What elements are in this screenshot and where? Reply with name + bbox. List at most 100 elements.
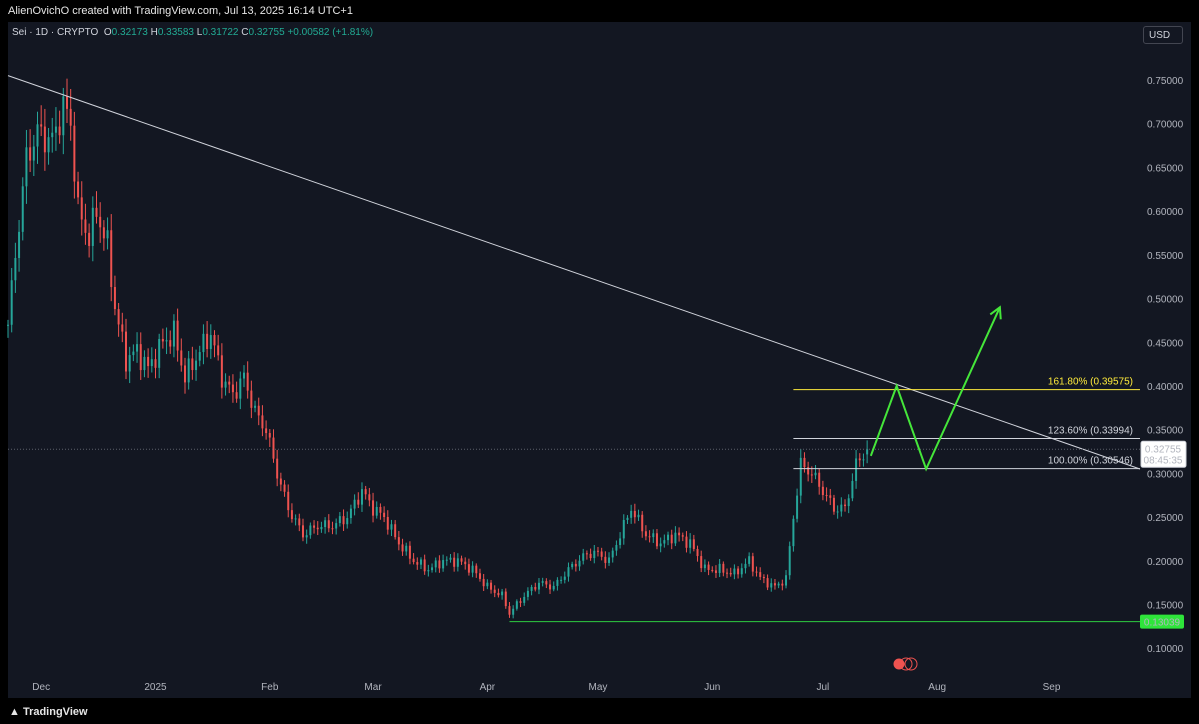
legend-open: 0.32173 — [111, 27, 148, 38]
support-price-label: 0.13039 — [1144, 618, 1181, 629]
candle-body — [32, 146, 35, 161]
fib-level-label: 100.00% (0.30546) — [1048, 456, 1133, 467]
candle-body — [268, 433, 271, 438]
candle-body — [257, 405, 260, 416]
candle-body — [342, 516, 345, 525]
candle-body — [349, 508, 352, 519]
candle-body — [740, 568, 743, 575]
x-tick-label: Dec — [32, 682, 50, 693]
candle-body — [600, 551, 603, 557]
price-scale[interactable] — [1140, 22, 1191, 698]
economic-events-icon — [892, 657, 906, 671]
candle-body — [265, 428, 268, 434]
candle-body — [596, 550, 599, 552]
candle-body — [158, 338, 161, 368]
candle-body — [276, 458, 279, 479]
legend-low-key: L — [196, 27, 203, 38]
candle-body — [663, 540, 666, 544]
candle-body — [792, 518, 795, 547]
candle-body — [298, 518, 301, 526]
candle-body — [220, 355, 223, 388]
footer-brand: ▲ TradingView — [9, 706, 88, 718]
legend-low: 0.31722 — [202, 27, 239, 38]
candle-body — [10, 280, 13, 325]
candle-body — [836, 511, 839, 513]
candle-body — [124, 331, 127, 372]
candle-body — [560, 579, 563, 581]
candle-body — [183, 365, 186, 383]
candle-body — [419, 559, 422, 565]
candle-body — [383, 512, 386, 518]
candle-body — [759, 572, 762, 577]
candle-body — [703, 564, 706, 569]
candle-body — [482, 578, 485, 587]
y-tick-label: 0.25000 — [1147, 513, 1184, 524]
candle-body — [464, 561, 467, 565]
candle-body — [471, 565, 474, 573]
candle-body — [526, 590, 529, 597]
candle-body — [128, 355, 131, 372]
candle-body — [858, 458, 861, 461]
candle-body — [394, 524, 397, 538]
candle-body — [99, 216, 102, 228]
candle-body — [313, 525, 316, 528]
candle-body — [563, 576, 566, 580]
fib-level-label: 161.80% (0.39575) — [1048, 377, 1133, 388]
candle-body — [829, 495, 832, 498]
candle-body — [7, 324, 9, 326]
currency-button[interactable]: USD — [1143, 26, 1183, 44]
footer-brand-text: TradingView — [22, 706, 88, 718]
legend-close: 0.32755 — [248, 27, 285, 38]
y-tick-label: 0.10000 — [1147, 644, 1184, 655]
candle-body — [102, 227, 105, 239]
candle-body — [261, 415, 264, 429]
candle-body — [29, 147, 32, 161]
economic-events-icon — [899, 657, 913, 671]
candle-body — [608, 557, 611, 563]
candle-body — [113, 287, 116, 310]
candle-body — [493, 589, 496, 593]
candle-body — [678, 532, 681, 536]
candle-body — [294, 518, 297, 520]
candle-body — [36, 124, 39, 147]
candle-body — [515, 601, 518, 609]
candle-body — [198, 352, 201, 361]
candle-body — [408, 545, 411, 559]
candle-body — [593, 550, 596, 559]
candle-body — [814, 472, 817, 476]
candle-body — [195, 360, 198, 371]
candle-body — [840, 504, 843, 512]
candle-body — [272, 437, 275, 459]
candle-body — [242, 372, 245, 379]
y-tick-label: 0.45000 — [1147, 338, 1184, 349]
chart-pane[interactable] — [8, 22, 1140, 698]
candle-body — [714, 570, 717, 573]
candle-body — [751, 556, 754, 572]
bar-countdown-label: 08:45:35 — [1144, 455, 1183, 466]
x-tick-label: Sep — [1043, 682, 1061, 693]
candle-body — [685, 536, 688, 548]
candle-body — [254, 405, 257, 408]
candle-body — [438, 560, 441, 569]
legend-high: 0.33583 — [157, 27, 194, 38]
candle-body — [744, 563, 747, 569]
candle-body — [316, 527, 319, 530]
candle-body — [748, 556, 751, 564]
candle-body — [84, 219, 87, 233]
candle-body — [847, 498, 850, 507]
candle-body — [309, 525, 312, 536]
candle-body — [504, 591, 507, 607]
candle-body — [862, 459, 865, 461]
legend-high-key: H — [150, 27, 158, 38]
candle-body — [372, 500, 375, 516]
candle-body — [619, 538, 622, 546]
candle-body — [456, 558, 459, 567]
candle-body — [80, 197, 83, 220]
candle-body — [523, 596, 526, 603]
candle-body — [821, 486, 824, 496]
y-tick-label: 0.30000 — [1147, 469, 1184, 480]
candle-body — [62, 96, 65, 136]
candle-body — [287, 491, 290, 511]
candle-body — [73, 125, 76, 182]
x-tick-label: Jul — [816, 682, 829, 693]
